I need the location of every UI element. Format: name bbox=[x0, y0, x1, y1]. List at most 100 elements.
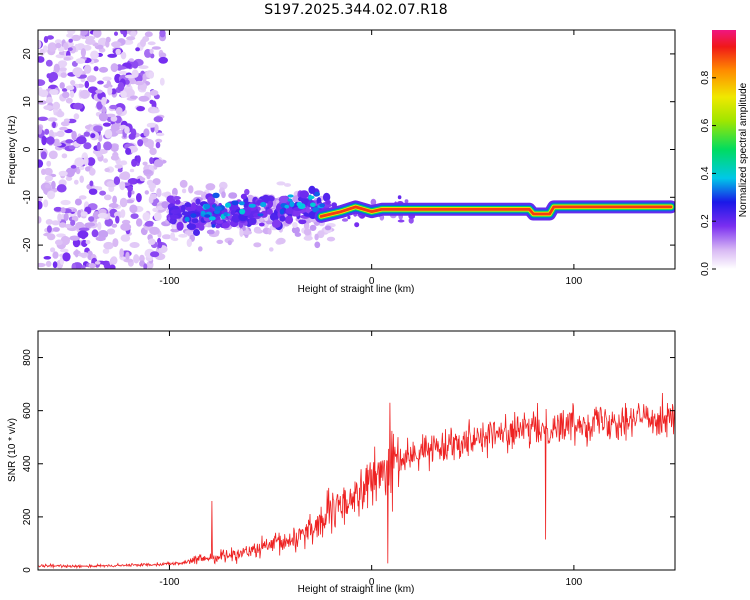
spectrogram-blob-836 bbox=[272, 200, 277, 208]
spectrogram-blob-402 bbox=[56, 184, 67, 193]
spectrogram-blob-564 bbox=[153, 116, 163, 123]
spectrogram-blob-771 bbox=[206, 229, 215, 235]
spectrogram-blob-431 bbox=[70, 165, 77, 169]
spectrogram-blob-791 bbox=[184, 230, 192, 235]
spectrogram-blob-765 bbox=[170, 232, 176, 241]
spectrogram-blob-1103 bbox=[191, 218, 199, 224]
spectrogram-blob-1080 bbox=[174, 199, 181, 205]
spectrogram-blob-528 bbox=[90, 50, 99, 60]
spectrogram-blob-67 bbox=[65, 176, 73, 181]
spectrogram-blob-372 bbox=[127, 189, 132, 198]
spectrogram-blob-127 bbox=[108, 202, 119, 209]
spectrogram-blob-1114 bbox=[211, 224, 216, 228]
spectrogram-blob-822 bbox=[205, 183, 216, 191]
spectrogram-blob-287 bbox=[50, 247, 56, 253]
spectrogram-blob-249 bbox=[80, 30, 89, 36]
spectrogram-blob-371 bbox=[97, 186, 103, 191]
spectrogram-blob-1034 bbox=[215, 224, 221, 229]
spectrogram-blob-776 bbox=[178, 233, 188, 238]
spectrogram-blob-293 bbox=[43, 255, 52, 260]
spectrogram-blob-470 bbox=[123, 258, 134, 263]
snr-ylabel: SNR (10 * v/v) bbox=[7, 418, 18, 482]
spectrogram-blob-1182 bbox=[379, 215, 384, 221]
spectrogram-blob-387 bbox=[38, 56, 45, 63]
spectrogram-blob-379 bbox=[38, 116, 48, 121]
spectrogram-xlabel: Height of straight line (km) bbox=[298, 284, 415, 295]
spectrogram-blob-358 bbox=[38, 216, 42, 224]
spectrogram-blob-344 bbox=[77, 209, 82, 218]
spectrogram-blob-833 bbox=[170, 228, 180, 233]
spectrogram-blob-394 bbox=[107, 53, 118, 58]
spectrogram-blob-609 bbox=[91, 229, 99, 238]
spectrogram-blob-436 bbox=[41, 168, 46, 175]
snr-xlabel: Height of straight line (km) bbox=[298, 584, 415, 595]
spectrogram-blob-408 bbox=[51, 180, 56, 190]
spectrogram-blob-736 bbox=[188, 185, 194, 194]
spectrogram-blob-290 bbox=[127, 185, 133, 192]
spectrogram-blob-426 bbox=[38, 40, 42, 49]
spectrogram-blob-588 bbox=[53, 142, 62, 147]
spectrogram-xtick-label-2: 100 bbox=[566, 276, 583, 287]
spectrogram-blob-615 bbox=[117, 82, 125, 92]
spectrogram-blob-877 bbox=[221, 191, 226, 199]
spectrogram-blob-129 bbox=[86, 157, 96, 166]
spectrogram-blob-1134 bbox=[289, 201, 295, 208]
spectrogram-blob-109 bbox=[45, 59, 53, 67]
spectrogram-blob-315 bbox=[144, 31, 153, 37]
figure-title: S197.2025.344.02.07.R18 bbox=[264, 2, 447, 18]
spectrogram-blob-585 bbox=[96, 101, 103, 110]
spectrogram-blob-1068 bbox=[278, 195, 289, 204]
spectrogram-blob-611 bbox=[44, 184, 51, 189]
spectrogram-blob-197 bbox=[128, 58, 134, 62]
spectrogram-blob-584 bbox=[148, 182, 156, 190]
spectrogram-blob-417 bbox=[57, 108, 62, 116]
spectrogram-blob-454 bbox=[88, 263, 96, 269]
spectrogram-blob-329 bbox=[140, 39, 146, 47]
spectrogram-blob-61 bbox=[139, 254, 145, 263]
colorbar-tick-label-1: 0.2 bbox=[700, 214, 711, 228]
spectrogram-blob-495 bbox=[149, 157, 154, 165]
spectrogram-blob-482 bbox=[48, 71, 59, 82]
spectrogram-blob-600 bbox=[52, 251, 59, 259]
spectrogram-blob-457 bbox=[136, 218, 143, 227]
spectrogram-blob-401 bbox=[110, 154, 120, 161]
spectrogram-blob-397 bbox=[124, 88, 135, 98]
spectrogram-blob-545 bbox=[78, 227, 90, 232]
spectrogram-ytick-label-4: 20 bbox=[22, 48, 33, 60]
spectrogram-blob-104 bbox=[103, 158, 108, 163]
spectrogram-blob-1030 bbox=[229, 204, 239, 211]
spectrogram-blob-367 bbox=[119, 248, 124, 258]
snr-ytick-label-4: 800 bbox=[22, 349, 33, 366]
spectrogram-ytick-label-0: -20 bbox=[22, 237, 33, 252]
spectrogram-blob-1113 bbox=[257, 213, 264, 217]
spectrogram-blob-531 bbox=[85, 239, 91, 245]
spectrogram-blob-749 bbox=[265, 220, 274, 225]
spectrogram-ylabel: Frequency (Hz) bbox=[7, 116, 18, 185]
spectrogram-blob-1083 bbox=[181, 211, 190, 217]
colorbar: 0.0 0.2 0.4 0.6 0.8 Normalized spectral ampl… bbox=[700, 30, 749, 276]
spectrogram-blob-453 bbox=[72, 67, 83, 77]
spectrogram-blob-88 bbox=[127, 178, 139, 185]
spectrogram-blob-559 bbox=[85, 166, 91, 172]
spectrogram-blob-703 bbox=[179, 179, 188, 188]
spectrogram-blob-540 bbox=[155, 141, 161, 149]
colorbar-tick-label-0: 0.0 bbox=[700, 262, 711, 276]
spectrogram-blob-532 bbox=[58, 170, 68, 177]
snr-ytick-label-1: 200 bbox=[22, 508, 33, 525]
spectrogram-blob-19 bbox=[118, 70, 128, 75]
spectrogram-blob-1070 bbox=[299, 190, 310, 199]
spectrogram-blob-217 bbox=[156, 188, 162, 198]
spectrogram-blob-256 bbox=[114, 164, 123, 169]
spectrogram-blob-551 bbox=[117, 66, 127, 70]
spectrogram-ridge bbox=[314, 200, 675, 223]
spectrogram-blob-267 bbox=[126, 36, 136, 41]
spectrogram-blob-280 bbox=[89, 180, 94, 187]
spectrogram-blob-542 bbox=[79, 166, 85, 171]
spectrogram-blob-207 bbox=[110, 115, 118, 122]
colorbar-label: Normalized spectral amplitude bbox=[738, 82, 749, 217]
spectrogram-blob-497 bbox=[88, 188, 98, 195]
spectrogram-blob-965 bbox=[258, 222, 265, 227]
spectrogram-blob-1133 bbox=[223, 212, 228, 217]
spectrogram-blob-514 bbox=[93, 125, 103, 132]
spectrogram-blob-424 bbox=[110, 256, 118, 264]
